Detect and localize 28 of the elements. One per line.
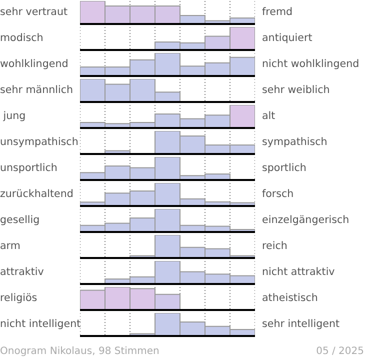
y2-axis-title: antiquiert	[262, 31, 312, 45]
y2-axis-title: alt	[262, 109, 276, 123]
y2-axis-title: atheistisch	[262, 291, 318, 305]
y-axis-title: gesellig	[0, 213, 40, 227]
y2-axis-title: nicht wohlklingend	[262, 57, 360, 71]
y2-axis-title: reich	[262, 239, 288, 253]
y-axis-title: unsympathisch	[0, 135, 78, 149]
y-axis-title: zurückhaltend	[0, 187, 74, 201]
y2-axis-title: forsch	[262, 187, 294, 201]
y-axis-title: attraktiv	[0, 265, 44, 279]
text: Onogram Nikolaus, 98 Stimmen	[0, 345, 160, 359]
y-axis-title: religiös	[0, 291, 38, 305]
y-axis-title: unsportlich	[0, 161, 58, 175]
text: 05 / 2025	[316, 345, 364, 359]
y2-axis-title: sehr weiblich	[262, 83, 330, 97]
y-axis-title: nicht intelligent	[0, 317, 81, 331]
y-axis-title: sehr vertraut	[0, 5, 68, 19]
y-axis-title: arm	[0, 239, 20, 253]
y-axis-title: sehr männlich	[0, 83, 74, 97]
y-axis-title: jung	[2, 109, 26, 123]
y2-axis-title: sympathisch	[262, 135, 328, 149]
y-axis-title: wohlklingend	[0, 57, 68, 71]
y2-axis-title: sportlich	[262, 161, 306, 175]
y2-axis-title: sehr intelligent	[262, 317, 340, 331]
y2-axis-title: fremd	[262, 5, 293, 19]
y2-axis-title: nicht attraktiv	[262, 265, 335, 279]
y-axis-title: modisch	[0, 31, 44, 45]
y2-axis-title: einzelgängerisch	[262, 213, 350, 227]
